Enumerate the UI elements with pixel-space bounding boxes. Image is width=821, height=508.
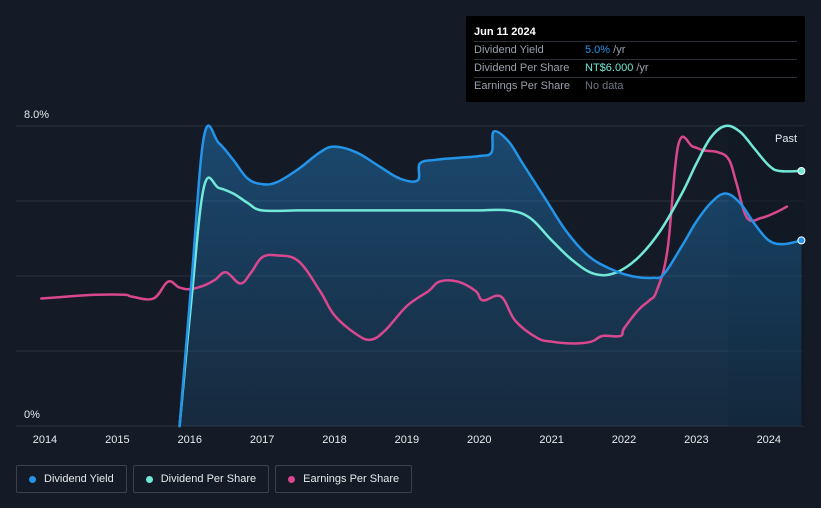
dividend-per-share-end-marker (797, 167, 806, 175)
axis-layer: 2014 2015 2016 2017 2018 2019 2020 2021 2022 2023… (24, 109, 781, 446)
x-tick-label: 2015 (105, 434, 129, 446)
series-layer (40, 124, 806, 428)
tooltip-label: Dividend Per Share (474, 62, 570, 74)
x-tick-label: 2018 (322, 434, 346, 446)
tooltip-row-dividend-yield: Dividend Yield 5.0% /yr (474, 41, 797, 59)
chart-legend: Dividend Yield Dividend Per Share Earnin… (16, 465, 413, 493)
legend-item-dividend-per-share[interactable]: Dividend Per Share (132, 465, 270, 493)
x-tick-label: 2014 (33, 434, 57, 446)
dividend-per-share-line (178, 124, 803, 428)
legend-dot-icon (145, 475, 153, 483)
tooltip-value-yield: 5.0% (585, 44, 611, 56)
legend-item-dividend-yield[interactable]: Dividend Yield (16, 465, 127, 493)
hover-tooltip: Jun 11 2024 Dividend Yield 5.0% /yr Divi… (466, 16, 805, 102)
past-label: Past (775, 133, 797, 145)
tooltip-unit: /yr (610, 44, 626, 56)
x-tick-label: 2023 (684, 434, 708, 446)
tooltip-label: Dividend Yield (474, 44, 544, 56)
tooltip-row-dividend-per-share: Dividend Per Share NT$6.000 /yr (474, 59, 797, 77)
tooltip-row-earnings-per-share: Earnings Per Share No data (474, 77, 797, 95)
tooltip-date: Jun 11 2024 (474, 26, 536, 38)
x-tick-label: 2020 (467, 434, 491, 446)
x-tick-label: 2024 (757, 434, 781, 446)
dividend-yield-end-marker (797, 236, 806, 245)
legend-label: Dividend Yield (44, 473, 114, 485)
x-tick-label: 2016 (177, 434, 201, 446)
x-tick-label: 2017 (250, 434, 274, 446)
dividend-yield-line (178, 124, 803, 428)
tooltip-unit: /yr (633, 62, 649, 74)
x-tick-label: 2022 (612, 434, 636, 446)
dividend-yield-area (179, 125, 802, 426)
y-tick-label: 0% (24, 409, 40, 421)
tooltip-value-eps: No data (585, 80, 624, 92)
legend-label: Dividend Per Share (160, 473, 257, 485)
legend-item-earnings-per-share[interactable]: Earnings Per Share (275, 465, 413, 493)
x-tick-label: 2021 (539, 434, 563, 446)
tooltip-label: Earnings Per Share (474, 80, 570, 92)
legend-dot-icon (288, 475, 296, 483)
earnings-per-share-line (40, 135, 789, 345)
legend-dot-icon (29, 475, 36, 483)
y-tick-label: 8.0% (24, 109, 49, 121)
legend-label: Earnings Per Share (303, 473, 400, 485)
x-tick-label: 2019 (395, 434, 419, 446)
tooltip-value-dps: NT$6.000 (585, 62, 634, 74)
